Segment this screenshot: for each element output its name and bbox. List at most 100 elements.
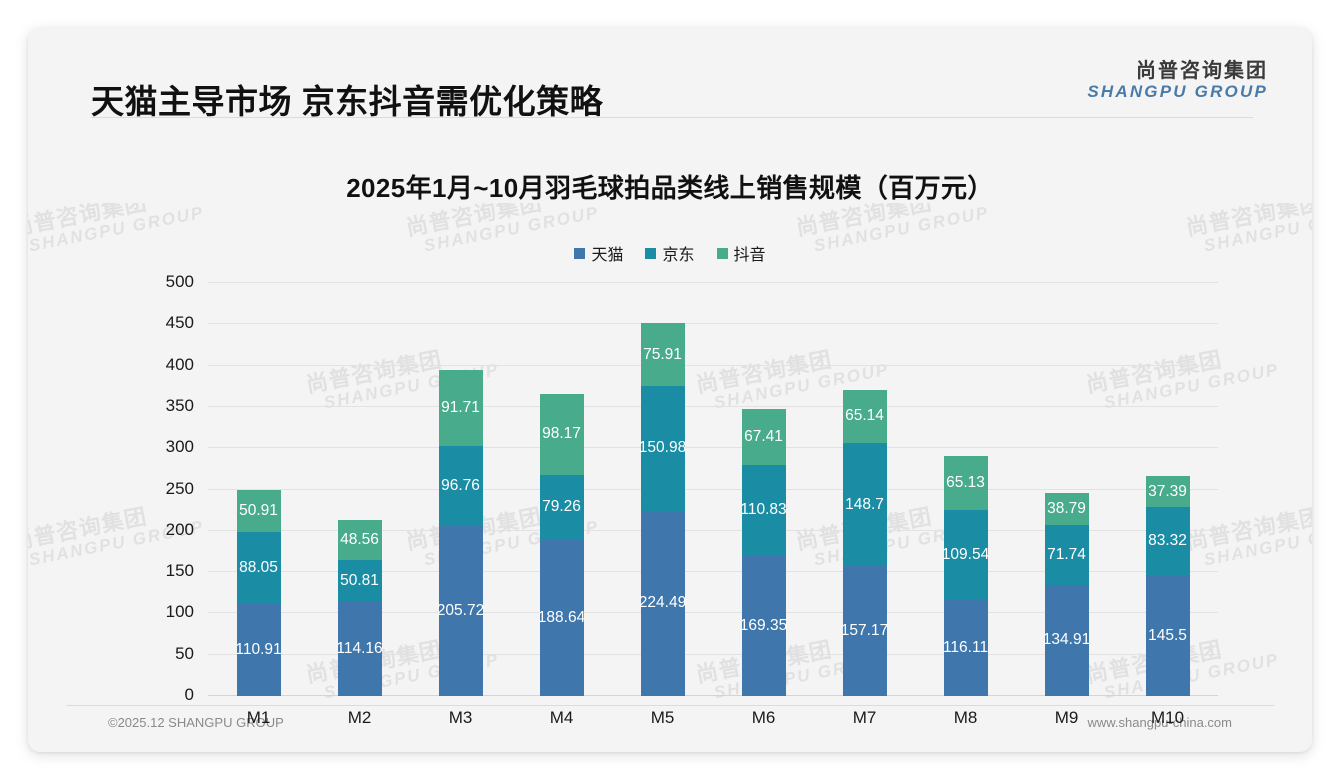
gridline: 50 <box>175 644 1218 663</box>
bar-segment-京东[interactable]: 150.98 <box>639 385 686 511</box>
stacked-bar[interactable]: 224.49 150.98 75.91 <box>639 323 686 696</box>
stacked-bar[interactable]: 134.91 71.74 38.79 <box>1042 493 1091 696</box>
stacked-bar[interactable]: 114.16 50.81 48.56 <box>336 519 383 696</box>
bar-segment-京东[interactable]: 79.26 <box>539 474 584 541</box>
bar-value-label: 48.56 <box>340 530 379 548</box>
bar-segment-天猫[interactable]: 205.72 <box>436 526 485 696</box>
bar-segment-天猫[interactable]: 224.49 <box>639 510 686 696</box>
stacked-bar[interactable]: 110.91 88.05 50.91 <box>235 489 282 696</box>
bar-segment-京东[interactable]: 109.54 <box>941 509 990 601</box>
bar-segment-京东[interactable]: 110.83 <box>740 464 787 557</box>
stacked-bar[interactable]: 188.64 79.26 98.17 <box>538 393 585 696</box>
bar-column-M2: 114.16 50.81 48.56 M2 <box>309 283 410 727</box>
x-axis-tick-label: M2 <box>347 708 372 727</box>
page-title: 天猫主导市场 京东抖音需优化策略 <box>91 83 604 120</box>
bar-segment-天猫[interactable]: 114.16 <box>336 601 383 696</box>
bar-segment-抖音[interactable]: 48.56 <box>337 519 382 560</box>
watermark-cn: 尚普咨询集团 <box>403 203 545 241</box>
bar-column-M5: 224.49 150.98 75.91 M5 <box>612 283 713 727</box>
y-axis-tick-label: 400 <box>165 354 194 374</box>
bar-segment-抖音[interactable]: 38.79 <box>1044 493 1089 526</box>
bar-segment-抖音[interactable]: 67.41 <box>741 408 786 465</box>
bar-value-label: 110.91 <box>235 641 282 659</box>
y-axis-tick-label: 0 <box>184 685 194 704</box>
bar-column-M8: 116.11 109.54 65.13 M8 <box>915 283 1016 727</box>
bar-column-M4: 188.64 79.26 98.17 M4 <box>511 283 612 727</box>
bar-value-label: 205.72 <box>436 602 485 620</box>
gridline: 300 <box>166 437 1218 456</box>
stacked-bar[interactable]: 157.17 148.7 65.14 <box>840 389 889 696</box>
stacked-bar[interactable]: 145.5 83.32 37.39 <box>1145 476 1190 696</box>
bar-segment-京东[interactable]: 83.32 <box>1145 507 1190 576</box>
bar-segment-抖音[interactable]: 91.71 <box>438 370 483 447</box>
legend-item-抖音[interactable]: 抖音 <box>716 241 766 265</box>
stacked-bar[interactable]: 169.35 110.83 67.41 <box>740 408 787 696</box>
bar-value-label: 110.83 <box>740 501 787 519</box>
y-axis-tick-label: 250 <box>165 478 194 498</box>
legend-swatch-icon <box>645 247 657 259</box>
y-axis-tick-label: 450 <box>165 313 194 333</box>
bar-value-label: 75.91 <box>643 345 682 363</box>
bar-segment-天猫[interactable]: 169.35 <box>740 556 787 696</box>
bar-segment-京东[interactable]: 148.7 <box>842 443 887 567</box>
bar-segment-京东[interactable]: 50.81 <box>337 559 382 602</box>
bar-segment-抖音[interactable]: 65.13 <box>943 455 988 510</box>
slide: 天猫主导市场 京东抖音需优化策略 尚普咨询集团 SHANGPU GROUP 20… <box>28 28 1312 752</box>
bar-value-label: 37.39 <box>1148 482 1187 500</box>
bar-segment-抖音[interactable]: 65.14 <box>842 389 887 444</box>
legend-swatch-icon <box>574 247 586 259</box>
bar-value-label: 98.17 <box>542 425 581 443</box>
gridline: 400 <box>166 355 1218 374</box>
gridline: 200 <box>166 520 1218 539</box>
stacked-bar[interactable]: 205.72 96.76 91.71 <box>436 370 485 696</box>
legend-item-天猫[interactable]: 天猫 <box>574 241 623 265</box>
bar-value-label: 38.79 <box>1047 500 1086 518</box>
bar-value-label: 65.14 <box>845 407 884 425</box>
legend-label: 京东 <box>662 247 695 264</box>
bar-value-label: 50.81 <box>340 571 379 589</box>
y-axis-tick-label: 350 <box>165 395 194 415</box>
bar-segment-抖音[interactable]: 37.39 <box>1145 476 1190 508</box>
chart-plot-area: 0 50 100 150 200 250 300 350 400 450 500 110.91 88.… <box>166 272 1218 727</box>
bar-segment-天猫[interactable]: 110.91 <box>235 604 282 696</box>
bar-segment-抖音[interactable]: 98.17 <box>539 393 584 475</box>
bar-segment-京东[interactable]: 96.76 <box>438 446 483 527</box>
x-axis-tick-label: M3 <box>448 708 473 727</box>
x-axis-tick-label: M6 <box>751 708 776 727</box>
bar-segment-天猫[interactable]: 145.5 <box>1145 575 1190 696</box>
bar-segment-天猫[interactable]: 157.17 <box>840 566 889 696</box>
watermark-cn: 尚普咨询集团 <box>1183 203 1312 241</box>
gridline: 250 <box>166 479 1218 498</box>
footer-divider <box>66 705 1274 706</box>
bar-segment-天猫[interactable]: 134.91 <box>1042 584 1091 696</box>
bar-column-M3: 205.72 96.76 91.71 M3 <box>410 283 511 727</box>
company-logo: 尚普咨询集团 SHANGPU GROUP <box>1087 60 1268 101</box>
footer-website[interactable]: www.shangpu-china.com <box>1087 715 1232 730</box>
bar-value-label: 96.76 <box>441 477 480 495</box>
bar-segment-京东[interactable]: 71.74 <box>1044 525 1089 585</box>
bar-segment-抖音[interactable]: 50.91 <box>236 489 281 532</box>
stacked-bar[interactable]: 116.11 109.54 65.13 <box>941 455 990 696</box>
legend-swatch-icon <box>716 247 728 259</box>
bar-segment-京东[interactable]: 88.05 <box>236 531 281 605</box>
bar-segment-天猫[interactable]: 116.11 <box>943 600 988 696</box>
x-axis-tick-label: M4 <box>549 708 574 727</box>
watermark-cn: 尚普咨询集团 <box>793 203 935 241</box>
chart-title: 2025年1月~10月羽毛球拍品类线上销售规模（百万元） <box>346 173 994 203</box>
x-axis-tick-label: M10 <box>1150 708 1185 727</box>
watermark-en: SHANGPU GROUP <box>1202 516 1312 570</box>
bar-value-label: 109.54 <box>941 545 990 563</box>
bar-column-M7: 157.17 148.7 65.14 M7 <box>814 283 915 727</box>
bar-value-label: 71.74 <box>1047 545 1086 563</box>
bar-segment-抖音[interactable]: 75.91 <box>640 323 685 386</box>
legend-item-京东[interactable]: 京东 <box>645 241 695 265</box>
bar-value-label: 83.32 <box>1148 532 1187 550</box>
legend-label: 抖音 <box>733 247 766 264</box>
bar-segment-天猫[interactable]: 188.64 <box>538 540 585 696</box>
bar-value-label: 50.91 <box>239 501 278 519</box>
bar-column-M9: 134.91 71.74 38.79 M9 <box>1016 283 1117 727</box>
bar-value-label: 134.91 <box>1042 631 1091 649</box>
bar-value-label: 157.17 <box>840 622 889 640</box>
slide-header: 天猫主导市场 京东抖音需优化策略 尚普咨询集团 SHANGPU GROUP <box>28 28 1312 120</box>
bar-column-M6: 169.35 110.83 67.41 M6 <box>713 283 814 727</box>
